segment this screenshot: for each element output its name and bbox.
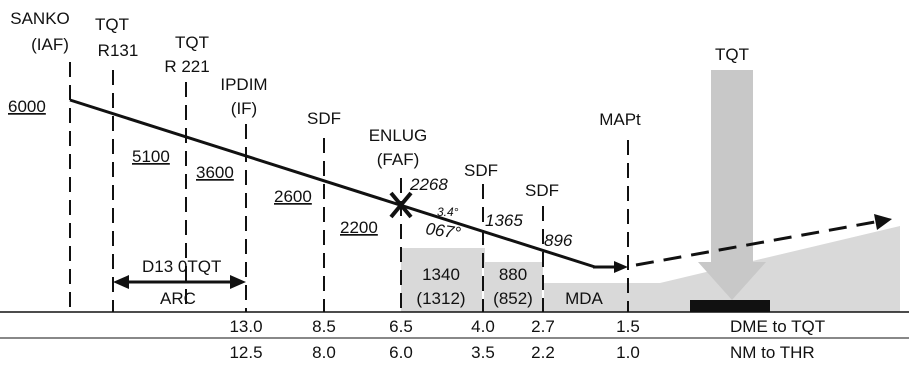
thr-row-label: NM to THR — [730, 343, 815, 362]
arc-arrow-right — [230, 275, 246, 289]
thr-value-4: 3.5 — [471, 343, 495, 362]
thr-value-1: 12.5 — [229, 343, 262, 362]
alt-6000: 6000 — [8, 97, 46, 116]
dme-value-3: 6.5 — [389, 317, 413, 336]
descent-angle: 3.4° — [437, 205, 459, 219]
thr-row: 12.5 8.0 6.0 3.5 2.2 1.0 — [229, 343, 639, 362]
descent-path — [69, 98, 596, 269]
obstacle-2-height: (852) — [493, 289, 533, 308]
sanko-role: (IAF) — [31, 35, 69, 54]
alt-2200: 2200 — [340, 218, 378, 237]
thr-value-2: 8.0 — [312, 343, 336, 362]
mapt-name: MAPt — [599, 110, 641, 129]
alt-896: 896 — [544, 231, 573, 250]
mda-label: MDA — [565, 289, 603, 308]
dme-value-4: 4.0 — [471, 317, 495, 336]
obstacle-1-alt: 1340 — [422, 265, 460, 284]
thr-value-6: 1.0 — [616, 343, 640, 362]
arc-label: ARC — [160, 289, 196, 308]
tqt-beacon-arrow — [698, 70, 766, 300]
descent-arrowhead — [614, 261, 628, 273]
sanko-name: SANKO — [10, 9, 70, 28]
obstacle-2-alt: 880 — [499, 265, 527, 284]
terrain-shading — [401, 226, 900, 312]
enlug-role: (FAF) — [377, 150, 420, 169]
alt-2268: 2268 — [409, 175, 448, 194]
tqt-station-name: TQT — [715, 45, 749, 64]
dme-value-2: 8.5 — [312, 317, 336, 336]
thr-value-5: 2.2 — [531, 343, 555, 362]
alt-1365: 1365 — [485, 211, 523, 230]
thr-value-3: 6.0 — [389, 343, 413, 362]
dme-value-5: 2.7 — [531, 317, 555, 336]
missed-approach-arrowhead — [874, 214, 892, 230]
alt-5100: 5100 — [132, 147, 170, 166]
sdf1-name: SDF — [307, 109, 341, 128]
enlug-name: ENLUG — [369, 126, 428, 145]
dme-value-6: 1.5 — [616, 317, 640, 336]
missed-approach-path — [635, 220, 876, 267]
ipdim-role: (IF) — [231, 99, 257, 118]
faf-cross-icon — [389, 191, 413, 219]
sdf3-name: SDF — [525, 181, 559, 200]
dme-value-1: 13.0 — [229, 317, 262, 336]
arc-dme-label: D13 0TQT — [142, 257, 221, 276]
dme-row: 13.0 8.5 6.5 4.0 2.7 1.5 — [229, 317, 639, 336]
tqt-r221-name: TQT — [175, 33, 209, 52]
alt-3600: 3600 — [196, 163, 234, 182]
track-label: 067° — [424, 219, 462, 243]
alt-2600: 2600 — [274, 187, 312, 206]
dme-row-label: DME to TQT — [730, 317, 825, 336]
arc-arrow-left — [113, 275, 129, 289]
tqt-r131-radial: R131 — [98, 41, 139, 60]
obstacle-1-height: (1312) — [416, 289, 465, 308]
sdf2-name: SDF — [464, 161, 498, 180]
runway-bar — [690, 300, 770, 312]
ipdim-name: IPDIM — [220, 75, 267, 94]
tqt-r221-radial: R 221 — [164, 57, 209, 76]
tqt-r131-name: TQT — [95, 15, 129, 34]
